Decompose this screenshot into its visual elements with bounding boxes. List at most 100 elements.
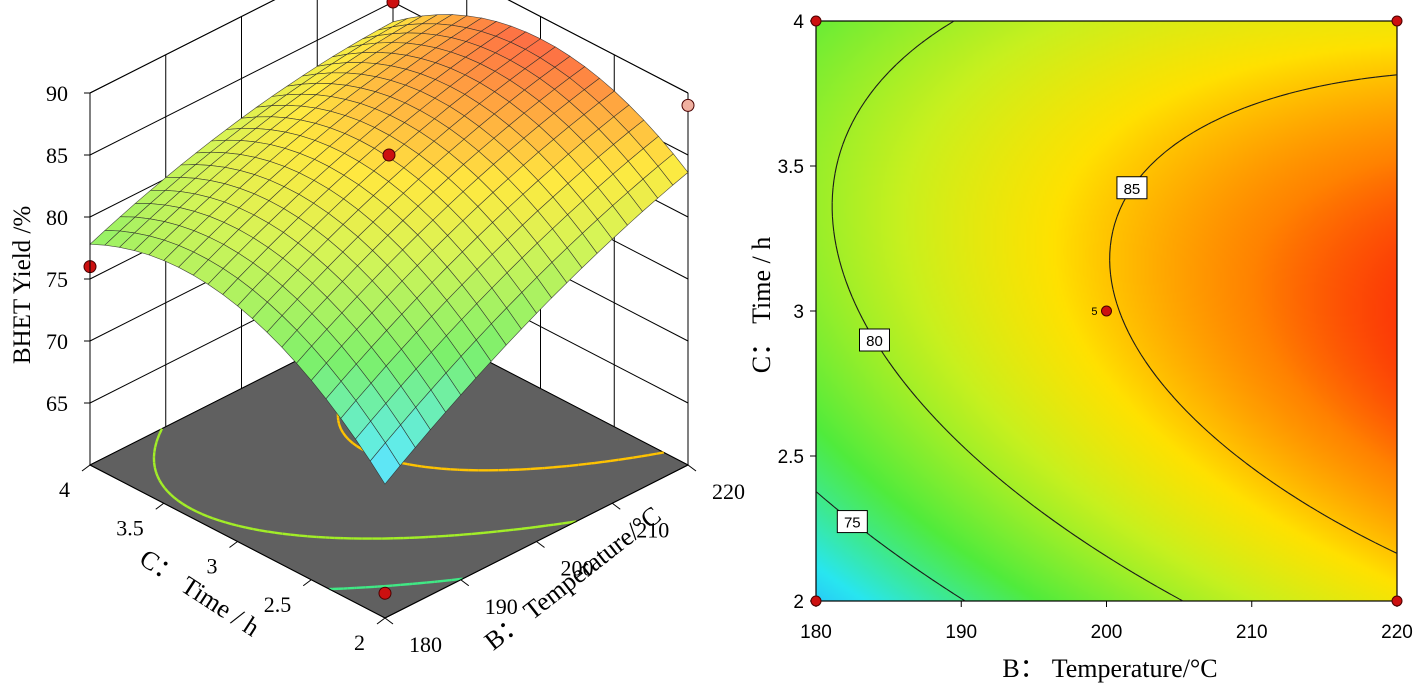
contour-line-segment (953, 437, 959, 442)
contour-line-segment (1110, 231, 1114, 239)
x-tick-label: 220 (712, 479, 745, 504)
contour-line-segment (1120, 315, 1123, 319)
contour-line-segment (1187, 412, 1195, 419)
contour-line-segment (837, 151, 841, 159)
contour-line-segment (965, 448, 969, 453)
floor-contour-segment (207, 515, 213, 520)
contour-line-segment (1295, 89, 1303, 93)
contour-line-segment (921, 39, 926, 44)
contour-line-segment (1128, 569, 1133, 573)
floor-contour-segment (212, 517, 220, 522)
contour-line-segment (888, 361, 895, 370)
contour-line-segment (953, 593, 962, 600)
contour-line-segment (898, 375, 904, 382)
x-tick-label: 180 (800, 622, 832, 643)
contour-line-segment (997, 476, 999, 479)
floor-contour-segment (155, 473, 159, 477)
contour-line-segment (1055, 521, 1064, 528)
floor-contour-segment (471, 531, 481, 536)
floor-contour-segment (337, 419, 341, 424)
floor-contour-segment (196, 510, 203, 516)
contour-line-segment (1121, 318, 1126, 326)
contour-line-segment (916, 397, 919, 400)
contour-line-segment (839, 144, 844, 152)
floor-contour-segment (157, 433, 161, 436)
floor-contour-segment (166, 490, 172, 496)
contour-line-segment (1186, 131, 1194, 138)
contour-line-segment (1389, 74, 1398, 77)
contour-line-segment (989, 470, 991, 472)
floor-contour-segment (218, 519, 226, 524)
contour-line-segment (870, 535, 875, 539)
contour-line-segment (881, 71, 890, 80)
y-tick-label: 2 (354, 630, 365, 655)
floor-contour-segment (155, 437, 159, 442)
contour-line-segment (1156, 377, 1163, 384)
contour-line-segment (851, 297, 856, 304)
contour-line-segment (931, 579, 940, 585)
contour-line-segment (1324, 83, 1332, 86)
contour-line-segment (1096, 549, 1100, 553)
floor-contour-segment (348, 438, 354, 444)
contour-line-segment (939, 27, 943, 31)
contour-line-segment (845, 129, 850, 138)
floor-contour-segment (417, 581, 426, 585)
contour-line-segment (1114, 296, 1118, 304)
contour-line-segment (1207, 431, 1212, 435)
contour-line-segment (1113, 223, 1116, 228)
contour-line-segment (1309, 86, 1318, 89)
contour-line-segment (864, 98, 868, 102)
x-tick-label: 220 (1381, 622, 1413, 643)
contour-line-segment (848, 289, 853, 297)
floor-contour-segment (344, 435, 349, 440)
contour-line-segment (942, 25, 948, 29)
contour-line-segment (832, 180, 835, 188)
contour-line-segment (1171, 594, 1180, 600)
floor-contour-segment (392, 583, 401, 587)
contour-label: 80 (858, 328, 890, 352)
contour-line-segment (870, 88, 875, 94)
contour-line-segment (1109, 245, 1111, 254)
floor-contour-segment (342, 432, 347, 438)
floor-contour-segment (442, 578, 451, 583)
floor-contour-segment (424, 465, 434, 470)
contour-line-segment (1227, 448, 1231, 451)
floor-contour-segment (569, 463, 579, 467)
y-tick-label: 2 (793, 592, 804, 613)
contour-line-segment (982, 464, 990, 471)
x-tick-label: 180 (409, 632, 442, 657)
floor-contour-segment (235, 524, 239, 528)
contour-line-segment (1019, 494, 1026, 500)
floor-contour-segment (548, 523, 554, 527)
z-tick-label: 80 (46, 205, 68, 230)
y-tick-label: 4 (793, 12, 804, 33)
contour-line-segment (922, 404, 926, 408)
floor-contour-segment (365, 585, 375, 589)
contour-line-segment (1120, 202, 1124, 208)
contour-line-segment (838, 260, 843, 268)
contour-line-segment (980, 462, 984, 466)
contour-line-segment (1119, 564, 1122, 566)
floor-contour-segment (648, 452, 657, 457)
contour-line-segment (1131, 339, 1137, 346)
contour-line-segment (946, 430, 951, 435)
contour-line-segment (1085, 542, 1093, 548)
contour-line-segment (1143, 578, 1151, 584)
contour-line-segment (1164, 386, 1169, 392)
floor-contour-segment (274, 531, 283, 535)
floor-contour-segment (153, 447, 157, 453)
contour-line-segment (861, 317, 867, 326)
contour-line-segment (1108, 557, 1115, 562)
floor-contour-segment (426, 580, 435, 584)
design-point (1391, 595, 1403, 607)
contour-line-segment (1390, 549, 1398, 554)
contour-line-segment (1265, 477, 1274, 484)
contour-line-segment (1194, 419, 1202, 426)
axes-3d: 65 70 75 80 85 90 180 190 200 210 220 2 2.5 3 3.5 4 (46, 81, 745, 657)
contour-line-segment (1361, 535, 1369, 540)
contour-line-segment (1034, 506, 1042, 512)
contour-line-segment (1004, 482, 1008, 486)
contour-line-segment (830, 503, 835, 508)
contour-line-segment (1193, 417, 1196, 421)
floor-contour-segment (400, 582, 410, 587)
